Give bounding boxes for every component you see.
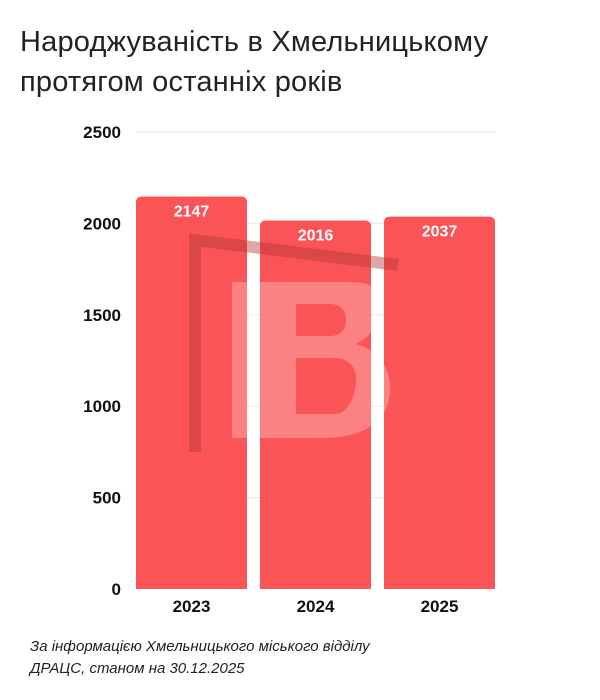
source-note-line-1: За інформацією Хмельницького міського ві… xyxy=(30,638,370,655)
source-note: За інформацією Хмельницького міського ві… xyxy=(30,636,570,680)
y-axis-tick-labels: 0 500 1000 1500 2000 2500 xyxy=(83,123,121,599)
y-tick-label: 1500 xyxy=(83,306,121,325)
bar-2025 xyxy=(384,216,495,589)
x-category-label: 2024 xyxy=(297,597,335,616)
source-note-line-2: ДРАЦС, станом на 30.12.2025 xyxy=(30,660,245,677)
watermark-frame xyxy=(189,233,399,452)
x-category-label: 2023 xyxy=(173,597,211,616)
data-label: 2147 xyxy=(174,204,210,221)
bars xyxy=(136,196,495,590)
watermark-letter xyxy=(232,282,390,438)
chart-title-line-1: Народжуваність в Хмельницькому xyxy=(20,26,489,58)
data-label: 2037 xyxy=(422,224,458,241)
x-category-label: 2025 xyxy=(421,597,459,616)
y-tick-label: 2500 xyxy=(83,123,121,142)
y-tick-label: 500 xyxy=(93,489,121,508)
bar-2023 xyxy=(136,196,247,590)
y-tick-label: 1000 xyxy=(83,397,121,416)
y-tick-label: 2000 xyxy=(83,214,121,233)
y-tick-label: 0 xyxy=(112,580,121,599)
x-axis-category-labels: 2023 2024 2025 xyxy=(173,597,459,616)
data-labels: 2147 2016 2037 xyxy=(174,204,458,245)
chart-title-line-2: протягом останніх років xyxy=(20,66,343,98)
chart-title: Народжуваність в Хмельницькому протягом … xyxy=(20,22,580,102)
bar-2024 xyxy=(260,220,371,589)
data-label: 2016 xyxy=(298,227,334,244)
watermark-logo xyxy=(189,233,399,452)
